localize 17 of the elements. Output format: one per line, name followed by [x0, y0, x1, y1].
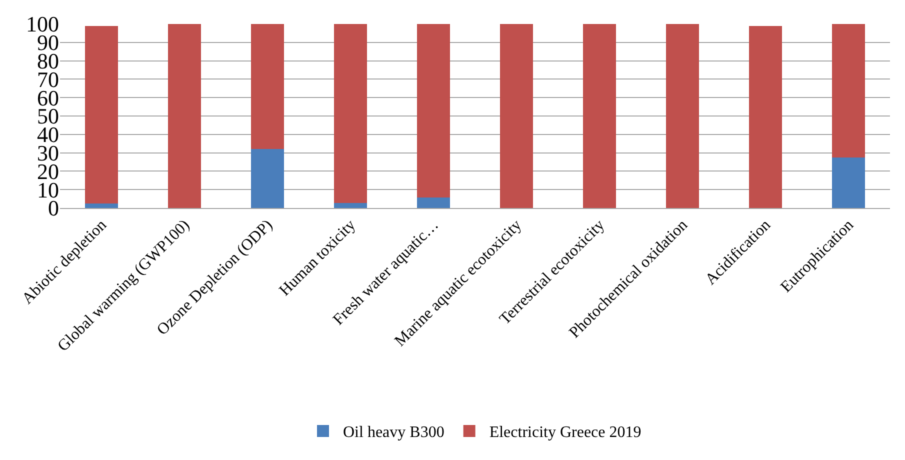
bar	[168, 24, 202, 208]
bar	[250, 24, 284, 150]
bar	[748, 26, 782, 208]
bar	[832, 24, 866, 158]
bar	[416, 24, 450, 198]
bar	[84, 203, 118, 208]
bar	[500, 24, 534, 208]
bar	[334, 24, 368, 204]
bar	[250, 149, 284, 208]
legend-label: Electricity Greece 2019	[489, 424, 642, 442]
bar	[832, 157, 866, 208]
legend-label: Oil heavy B300	[343, 424, 444, 442]
bar	[666, 24, 700, 208]
bar	[416, 198, 450, 208]
bar	[334, 203, 368, 208]
bar	[582, 24, 616, 208]
bar	[84, 26, 118, 204]
